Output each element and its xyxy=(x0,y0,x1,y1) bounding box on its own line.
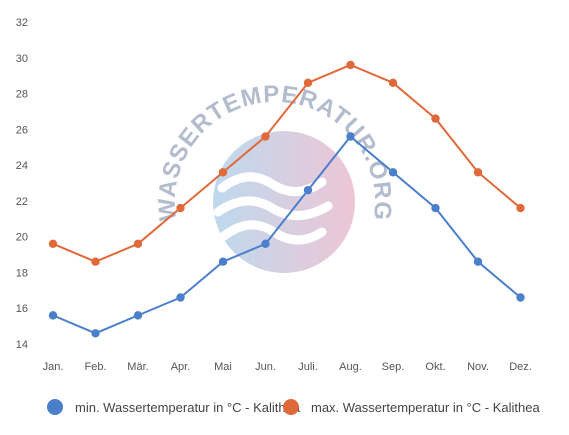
y-tick-label: 32 xyxy=(16,17,28,29)
y-tick-label: 14 xyxy=(16,339,28,351)
data-point[interactable] xyxy=(516,203,525,213)
legend-marker xyxy=(283,399,299,415)
legend-marker xyxy=(47,399,63,415)
y-tick-label: 26 xyxy=(16,124,28,136)
data-point[interactable] xyxy=(303,185,313,195)
data-point[interactable] xyxy=(261,132,270,141)
y-tick-label: 16 xyxy=(16,303,28,315)
data-point[interactable] xyxy=(388,168,398,177)
data-point[interactable] xyxy=(516,293,525,302)
data-point[interactable] xyxy=(176,203,185,213)
legend-item-max[interactable]: max. Wassertemperatur in °C - Kalithea xyxy=(283,399,540,415)
y-tick-label: 28 xyxy=(16,89,28,101)
legend-item-min[interactable]: min. Wassertemperatur in °C - Kalithea xyxy=(47,399,301,415)
y-tick-label: 30 xyxy=(16,53,28,65)
data-point[interactable] xyxy=(48,311,58,320)
data-point[interactable] xyxy=(346,132,355,141)
x-tick-label: Dez. xyxy=(509,361,532,373)
x-tick-label: Apr. xyxy=(171,361,191,373)
data-point[interactable] xyxy=(91,329,100,338)
y-axis: 14 16 18 20 22 24 26 28 30 32 xyxy=(16,17,28,351)
data-point[interactable] xyxy=(176,293,185,302)
x-tick-label: Sep. xyxy=(382,361,405,373)
y-tick-label: 22 xyxy=(16,196,28,208)
data-point[interactable] xyxy=(431,203,440,213)
x-tick-label: Juli. xyxy=(298,361,318,373)
watermark: WASSERTEMPERATUR.ORG xyxy=(153,81,395,273)
x-tick-label: Jun. xyxy=(255,361,276,373)
data-point[interactable] xyxy=(473,257,483,266)
x-tick-label: Mai xyxy=(214,361,232,373)
data-point[interactable] xyxy=(473,168,483,177)
legend-label: max. Wassertemperatur in °C - Kalithea xyxy=(311,400,540,415)
series-line xyxy=(52,135,522,335)
data-point[interactable] xyxy=(346,60,355,70)
x-tick-label: Okt. xyxy=(425,361,445,373)
x-tick-label: Aug. xyxy=(339,361,362,373)
data-point[interactable] xyxy=(261,239,270,249)
data-point[interactable] xyxy=(303,78,313,88)
data-point[interactable] xyxy=(218,168,228,177)
data-point[interactable] xyxy=(91,257,100,266)
data-point[interactable] xyxy=(133,311,143,320)
series-min xyxy=(48,132,525,338)
y-tick-label: 18 xyxy=(16,267,28,279)
x-tick-label: Nov. xyxy=(467,361,489,373)
x-tick-label: Mär. xyxy=(127,361,148,373)
x-axis: Jan. Feb. Mär. Apr. Mai Jun. Juli. Aug. Sep. Okt.… xyxy=(43,361,532,373)
y-tick-label: 20 xyxy=(16,232,28,244)
legend: min. Wassertemperatur in °C - Kalithea ma… xyxy=(47,399,540,415)
data-point[interactable] xyxy=(218,257,228,266)
x-tick-label: Jan. xyxy=(43,361,64,373)
y-tick-label: 24 xyxy=(16,160,28,172)
data-point[interactable] xyxy=(48,239,58,249)
x-tick-label: Feb. xyxy=(84,361,106,373)
legend-label: min. Wassertemperatur in °C - Kalithea xyxy=(75,400,301,415)
data-point[interactable] xyxy=(431,114,440,123)
series-max xyxy=(48,60,525,266)
data-point[interactable] xyxy=(133,239,143,249)
series-line xyxy=(52,63,522,263)
series-layer xyxy=(48,60,525,338)
data-point[interactable] xyxy=(388,78,398,88)
